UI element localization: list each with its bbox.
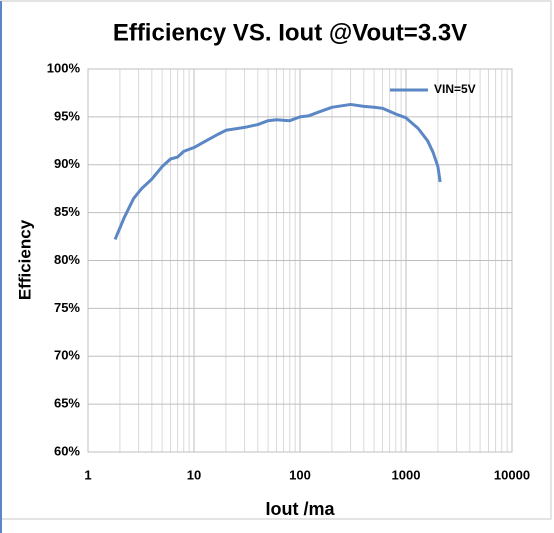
legend-label: VIN=5V bbox=[434, 82, 476, 96]
x-tick-label: 10000 bbox=[494, 467, 530, 482]
x-axis-label: Iout /ma bbox=[265, 499, 335, 519]
data-line bbox=[113, 102, 442, 241]
y-tick-label: 100% bbox=[47, 60, 81, 75]
y-tick-label: 85% bbox=[54, 204, 80, 219]
y-axis-label: Efficiency bbox=[15, 219, 34, 300]
x-tick-label: 10 bbox=[187, 467, 201, 482]
y-tick-label: 90% bbox=[54, 156, 80, 171]
y-tick-label: 70% bbox=[54, 348, 80, 363]
x-tick-label: 100 bbox=[289, 467, 311, 482]
y-tick-label: 80% bbox=[54, 252, 80, 267]
y-tick-label: 60% bbox=[54, 443, 80, 458]
chart-title: Efficiency VS. Iout @Vout=3.3V bbox=[113, 19, 467, 46]
y-tick-label: 95% bbox=[54, 108, 80, 123]
y-tick-label: 75% bbox=[54, 300, 80, 315]
x-tick-label: 1000 bbox=[392, 467, 421, 482]
plot-border bbox=[87, 68, 513, 453]
x-tick-label: 1 bbox=[84, 467, 91, 482]
y-tick-label: 65% bbox=[54, 396, 80, 411]
